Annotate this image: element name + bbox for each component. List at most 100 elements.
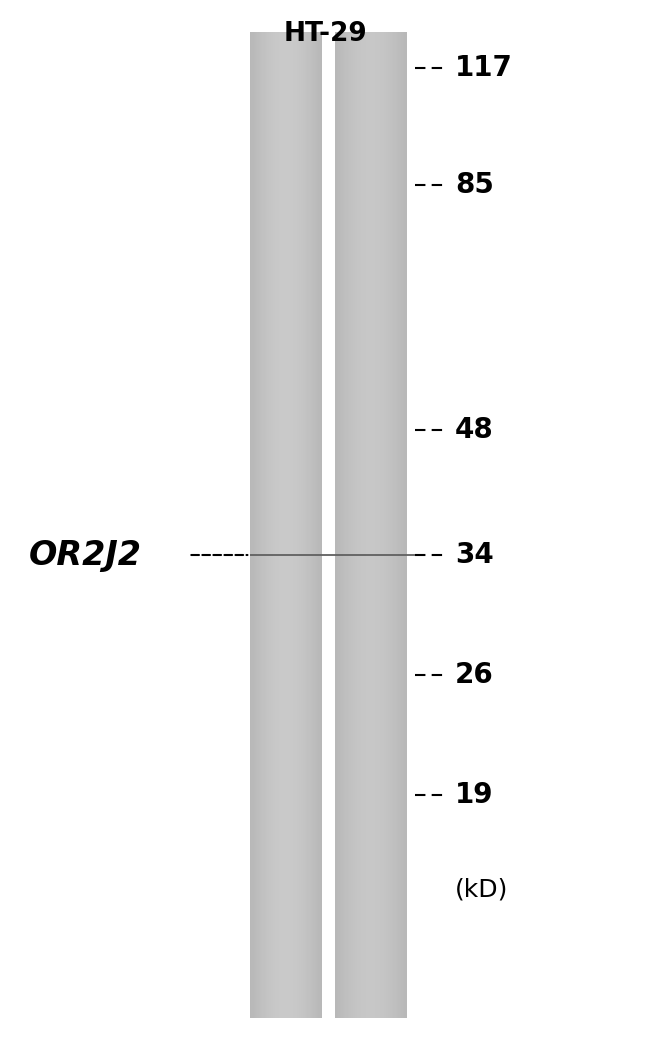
Bar (348, 32, 350, 1018)
Bar (253, 32, 255, 1018)
Bar (283, 32, 285, 1018)
Bar (384, 32, 385, 1018)
Bar (393, 32, 395, 1018)
Bar (339, 32, 341, 1018)
Bar (386, 32, 388, 1018)
Bar (337, 32, 339, 1018)
Bar (270, 32, 272, 1018)
Bar (311, 32, 313, 1018)
Bar (358, 32, 359, 1018)
Bar (285, 32, 287, 1018)
Bar (261, 32, 263, 1018)
Bar (317, 32, 319, 1018)
Bar (303, 32, 304, 1018)
Bar (338, 32, 340, 1018)
Bar (299, 32, 301, 1018)
Bar (396, 32, 398, 1018)
Bar (349, 32, 351, 1018)
Bar (278, 32, 280, 1018)
Bar (399, 32, 401, 1018)
Bar (375, 32, 377, 1018)
Bar (293, 32, 295, 1018)
Bar (380, 32, 382, 1018)
Bar (279, 32, 281, 1018)
Text: 26: 26 (455, 661, 494, 689)
Bar (250, 32, 252, 1018)
Bar (352, 32, 354, 1018)
Bar (346, 32, 348, 1018)
Bar (268, 32, 270, 1018)
Bar (298, 32, 300, 1018)
Bar (312, 32, 314, 1018)
Bar (260, 32, 262, 1018)
Bar (273, 32, 275, 1018)
Bar (360, 32, 361, 1018)
Bar (291, 32, 292, 1018)
Bar (263, 32, 265, 1018)
Text: 48: 48 (455, 416, 494, 444)
Bar (381, 32, 383, 1018)
Bar (405, 32, 407, 1018)
Text: OR2J2: OR2J2 (29, 538, 142, 571)
Bar (316, 32, 318, 1018)
Bar (341, 32, 343, 1018)
Text: 85: 85 (455, 171, 494, 199)
Bar (272, 32, 274, 1018)
Bar (320, 32, 322, 1018)
Bar (309, 32, 311, 1018)
Bar (372, 32, 374, 1018)
Bar (292, 32, 294, 1018)
Bar (302, 32, 304, 1018)
Bar (276, 32, 277, 1018)
Bar (259, 32, 261, 1018)
Bar (369, 32, 371, 1018)
Bar (310, 32, 312, 1018)
Bar (373, 32, 374, 1018)
Text: (kD): (kD) (455, 878, 508, 902)
Bar (280, 32, 282, 1018)
Bar (391, 32, 393, 1018)
Bar (267, 32, 269, 1018)
Bar (398, 32, 400, 1018)
Bar (296, 32, 298, 1018)
Bar (300, 32, 302, 1018)
Bar (294, 32, 296, 1018)
Bar (363, 32, 365, 1018)
Bar (313, 32, 315, 1018)
Bar (346, 32, 347, 1018)
Bar (290, 32, 291, 1018)
Bar (387, 32, 389, 1018)
Bar (315, 32, 317, 1018)
Bar (296, 32, 298, 1018)
Bar (344, 32, 346, 1018)
Bar (379, 32, 381, 1018)
Bar (287, 32, 289, 1018)
Bar (307, 32, 309, 1018)
Text: HT-29: HT-29 (283, 21, 367, 48)
Text: 34: 34 (455, 541, 494, 569)
Bar (265, 32, 266, 1018)
Bar (286, 32, 288, 1018)
Bar (370, 32, 372, 1018)
Bar (362, 32, 364, 1018)
Bar (343, 32, 345, 1018)
Bar (389, 32, 391, 1018)
Bar (389, 32, 390, 1018)
Bar (361, 32, 363, 1018)
Bar (342, 32, 344, 1018)
Bar (255, 32, 257, 1018)
Bar (305, 32, 307, 1018)
Bar (318, 32, 320, 1018)
Bar (281, 32, 283, 1018)
Bar (404, 32, 406, 1018)
Bar (400, 32, 402, 1018)
Bar (366, 32, 368, 1018)
Bar (403, 32, 404, 1018)
Bar (382, 32, 384, 1018)
Bar (319, 32, 321, 1018)
Bar (368, 32, 370, 1018)
Bar (395, 32, 396, 1018)
Bar (365, 32, 367, 1018)
Bar (402, 32, 403, 1018)
Bar (392, 32, 394, 1018)
